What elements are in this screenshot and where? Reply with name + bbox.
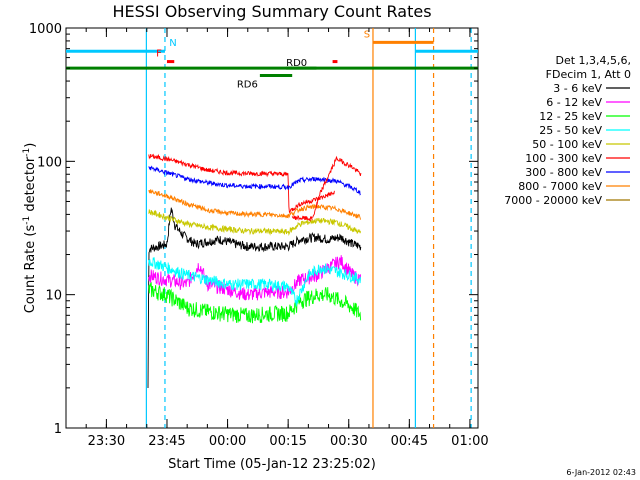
legend-header-line-2: FDecim 1, Att 0 [546,68,631,81]
legend-header-line-1: Det 1,3,4,5,6, [555,54,631,67]
x-tick-label: 00:30 [330,434,367,449]
legend-label-4: 50 - 100 keV [532,138,602,151]
x-tick-label: 23:30 [88,434,125,449]
x-tick-label: 00:45 [391,434,428,449]
series-segment-1 [312,155,362,218]
y-tick-label: 100 [37,155,62,170]
y-axis-label-mid: detector [23,156,38,216]
flag-label-f: F [156,49,162,60]
legend-label-5: 100 - 300 keV [525,152,602,165]
x-tick-label: 00:00 [209,434,246,449]
series-line-6 [148,165,361,196]
y-axis-label-sup2: -1 [22,148,32,157]
legend-label-6: 300 - 800 keV [525,166,602,179]
flag-label-n: N [169,38,176,49]
plot-area: RD6 RD0 F S N 1 10 100 1000 23:30 23:45 00:00 00:15 0… [29,22,489,449]
series-line-2 [148,281,362,324]
legend-label-8: 7000 - 20000 keV [504,194,602,207]
timestamp: 6-Jan-2012 02:43 [566,468,636,477]
series-line-7 [148,189,362,220]
y-tick-label: 1000 [29,22,62,37]
flag-label-rd6: RD6 [237,80,258,91]
legend-label-3: 25 - 50 keV [539,124,602,137]
series-line-4 [148,209,362,236]
series-line-5 [148,153,335,215]
x-tick-label: 23:45 [148,434,185,449]
y-tick-label: 1 [54,422,62,437]
legend-label-1: 6 - 12 keV [546,96,602,109]
y-tick-label: 10 [45,289,62,304]
flag-label-rd0: RD0 [286,58,307,69]
x-axis-label: Start Time (05-Jan-12 23:25:02) [168,457,376,472]
flag-label-s: S [364,29,370,40]
y-axis-label-sup1: -1 [22,216,32,225]
y-axis-label-end: ) [23,143,38,148]
x-tick-label: 00:15 [269,434,306,449]
series-line-0 [147,207,362,389]
legend-label-7: 800 - 7000 keV [518,180,602,193]
legend-label-0: 3 - 6 keV [553,82,602,95]
chart-title: HESSI Observing Summary Count Rates [112,2,431,21]
series-line-3 [148,257,362,307]
legend-label-2: 12 - 25 keV [539,110,602,123]
plot-frame [65,27,479,429]
series-segment-0 [291,215,313,222]
y-axis-label: Count Rate (s-1 detector-1) [22,143,38,314]
x-tick-label: 01:00 [451,434,488,449]
y-axis-label-main: Count Rate (s [23,225,38,314]
